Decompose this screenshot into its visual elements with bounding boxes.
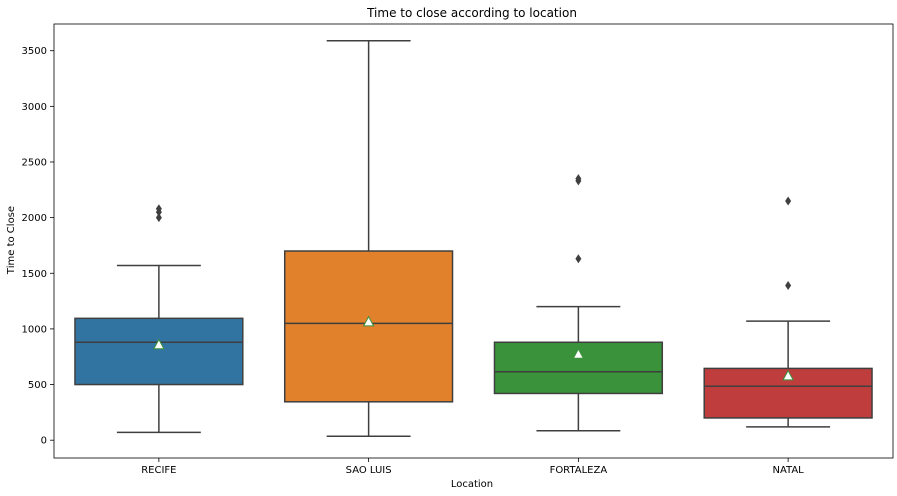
y-tick-label: 3500 — [22, 46, 47, 57]
x-tick-label: SAO LUIS — [346, 465, 392, 476]
x-tick-label: FORTALEZA — [550, 465, 608, 476]
x-tick-label: RECIFE — [141, 465, 176, 476]
y-axis-label: Time to Close — [6, 206, 17, 275]
outlier-point — [785, 196, 792, 206]
outlier-point — [155, 204, 162, 214]
chart-title: Time to close according to location — [366, 6, 577, 20]
y-tick-label: 2000 — [22, 213, 47, 224]
x-tick-label: NATAL — [772, 465, 804, 476]
plot-area: 0 500 1000 1500 2000 2500 3000 3500 RECIFE SAO LU… — [22, 23, 894, 476]
outlier-point — [785, 281, 792, 291]
y-tick-label: 2500 — [22, 157, 47, 168]
box — [493, 341, 664, 395]
y-tick-label: 1000 — [22, 324, 47, 335]
x-axis-label: Location — [451, 479, 493, 490]
mean-marker — [153, 338, 165, 350]
mean-marker — [782, 369, 794, 381]
plot-frame — [53, 23, 894, 459]
outlier-point — [155, 213, 162, 223]
box — [74, 317, 244, 386]
outlier-point — [575, 254, 582, 264]
y-tick-label: 0 — [41, 436, 47, 447]
y-tick-label: 1500 — [22, 269, 47, 280]
outlier-point — [575, 174, 582, 184]
y-tick-label: 500 — [28, 380, 47, 391]
mean-marker — [362, 315, 375, 327]
mean-marker — [572, 347, 585, 359]
y-tick-label: 3000 — [22, 102, 47, 113]
